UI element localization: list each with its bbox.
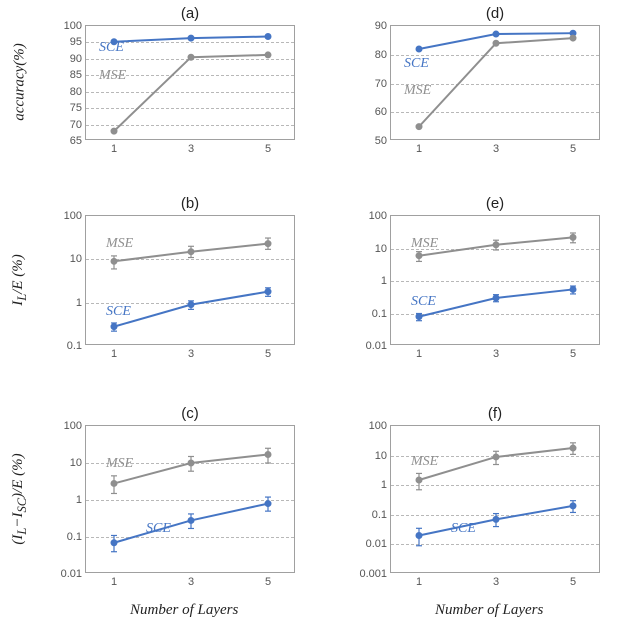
plot-svg-c	[86, 426, 296, 574]
ylabel-c: (IL−ISC)/E (%)	[10, 453, 30, 544]
xtick-label: 5	[570, 348, 576, 360]
marker	[493, 295, 499, 301]
series-label: SCE	[411, 294, 436, 310]
xtick-label: 1	[416, 348, 422, 360]
series-line-sce	[419, 289, 573, 316]
ytick-label: 100	[0, 20, 82, 32]
ytick-label: 0.1	[0, 340, 82, 352]
ytick-label: 50	[177, 135, 387, 147]
marker	[111, 540, 117, 546]
marker	[111, 324, 117, 330]
marker	[111, 258, 117, 264]
series-label: MSE	[99, 68, 126, 84]
ytick-label: 10	[177, 450, 387, 462]
xtick-label: 1	[416, 143, 422, 155]
marker	[111, 480, 117, 486]
panel-title-e: (e)	[390, 195, 600, 212]
xtick-label: 1	[111, 348, 117, 360]
marker	[493, 516, 499, 522]
series-label: MSE	[404, 83, 431, 99]
ytick-label: 0.01	[0, 568, 82, 580]
ytick-label: 100	[0, 420, 82, 432]
panel-d: (d)5060708090135SCEMSE	[390, 25, 600, 140]
marker	[416, 46, 422, 52]
series-label: MSE	[106, 236, 133, 252]
marker	[111, 128, 117, 134]
xtick-label: 1	[111, 576, 117, 588]
panel-title-d: (d)	[390, 5, 600, 22]
series-label: SCE	[106, 304, 131, 320]
ytick-label: 10	[177, 243, 387, 255]
ytick-label: 100	[177, 210, 387, 222]
xtick-label: 1	[111, 143, 117, 155]
plot-area-d: 5060708090135SCEMSE	[390, 25, 600, 140]
series-label: SCE	[451, 521, 476, 537]
marker	[416, 124, 422, 130]
ytick-label: 0.1	[177, 308, 387, 320]
ylabel-b: IL/E (%)	[10, 254, 30, 306]
xtick-label: 5	[570, 143, 576, 155]
figure-grid: (a)65707580859095100135SCEMSE(d)50607080…	[0, 0, 640, 636]
marker	[416, 532, 422, 538]
panel-c: (c)0.010.1110100135MSESCE	[85, 425, 295, 573]
series-line-mse	[114, 55, 268, 131]
marker	[493, 242, 499, 248]
ytick-label: 1	[177, 275, 387, 287]
ytick-label: 65	[0, 135, 82, 147]
marker	[188, 35, 194, 41]
xtick-label: 3	[493, 348, 499, 360]
ytick-label: 100	[0, 210, 82, 222]
marker	[493, 454, 499, 460]
xtick-label: 5	[570, 576, 576, 588]
marker	[570, 234, 576, 240]
ytick-label: 100	[177, 420, 387, 432]
ytick-label: 70	[177, 78, 387, 90]
marker	[265, 289, 271, 295]
ytick-label: 0.01	[177, 538, 387, 550]
ytick-label: 60	[177, 106, 387, 118]
series-label: MSE	[106, 456, 133, 472]
plot-area-f: 0.0010.010.1110100135MSESCE	[390, 425, 600, 573]
plot-area-e: 0.010.1110100135MSESCE	[390, 215, 600, 345]
series-label: SCE	[404, 56, 429, 72]
ytick-label: 0.1	[177, 509, 387, 521]
marker	[416, 477, 422, 483]
ytick-label: 80	[177, 49, 387, 61]
marker	[570, 445, 576, 451]
panel-f: (f)0.0010.010.1110100135MSESCE	[390, 425, 600, 573]
plot-svg-f	[391, 426, 601, 574]
marker	[416, 253, 422, 259]
marker	[570, 35, 576, 41]
marker	[265, 501, 271, 507]
xtick-label: 3	[493, 143, 499, 155]
series-label: MSE	[411, 454, 438, 470]
marker	[416, 314, 422, 320]
ytick-label: 90	[177, 20, 387, 32]
series-line-mse	[419, 38, 573, 127]
panel-e: (e)0.010.1110100135MSESCE	[390, 215, 600, 345]
series-label: SCE	[146, 521, 171, 537]
marker	[493, 40, 499, 46]
ytick-label: 1	[177, 479, 387, 491]
xlabel-right: Number of Layers	[435, 602, 543, 619]
marker	[265, 34, 271, 40]
marker	[570, 503, 576, 509]
marker	[493, 31, 499, 37]
xtick-label: 3	[493, 576, 499, 588]
ylabel-a: accuracy(%)	[12, 43, 29, 120]
xlabel-left: Number of Layers	[130, 602, 238, 619]
plot-area-c: 0.010.1110100135MSESCE	[85, 425, 295, 573]
series-label: MSE	[411, 236, 438, 252]
ytick-label: 0.001	[177, 568, 387, 580]
panel-title-f: (f)	[390, 405, 600, 422]
xtick-label: 1	[416, 576, 422, 588]
marker	[570, 286, 576, 292]
series-label: SCE	[99, 40, 124, 56]
ytick-label: 0.01	[177, 340, 387, 352]
